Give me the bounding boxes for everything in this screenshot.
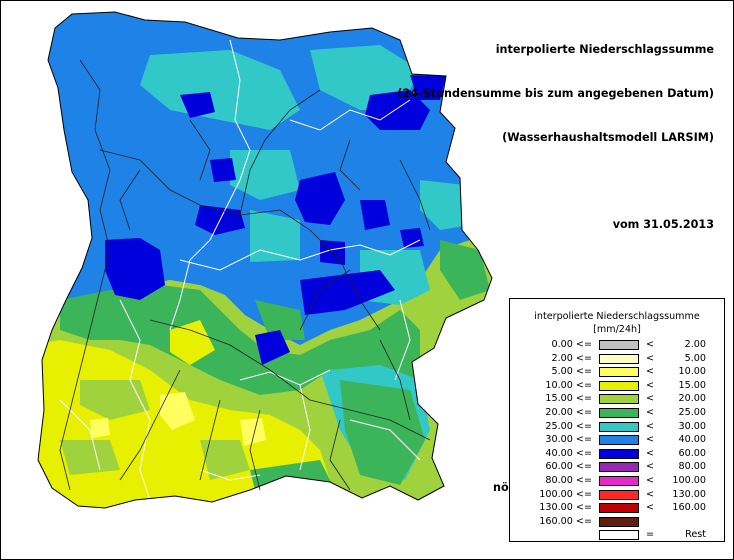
legend-row: 80.00 <= <100.00 — [510, 475, 724, 487]
legend-row: 30.00 <= <40.00 — [510, 434, 724, 446]
legend: interpolierte Niederschlagssumme [mm/24h… — [509, 298, 725, 542]
river-network — [59, 59, 431, 491]
legend-swatch — [599, 340, 639, 350]
legend-operator: = — [646, 529, 655, 541]
legend-operator: < — [646, 461, 655, 473]
legend-lower-bound: 80.00 <= — [545, 475, 592, 486]
legend-operator: < — [646, 352, 655, 364]
legend-upper-bound: Rest — [685, 529, 706, 541]
legend-row: 10.00 <= <15.00 — [510, 380, 724, 392]
legend-row: 40.00 <= <60.00 — [510, 448, 724, 460]
legend-row: 0.00 <= <2.00 — [510, 339, 724, 351]
legend-lower-bound: 160.00 <= — [539, 515, 592, 527]
legend-upper-bound: 160.00 — [672, 502, 706, 514]
legend-operator: < — [646, 488, 655, 500]
legend-operator: < — [646, 447, 655, 459]
legend-lower-bound: 10.00 <= — [545, 379, 592, 391]
legend-swatch — [599, 380, 639, 391]
legend-upper-bound: 5.00 — [684, 352, 706, 364]
legend-upper-bound: 60.00 — [678, 447, 706, 459]
legend-lower-bound: 40.00 <= — [545, 447, 592, 459]
legend-upper-bound: 100.00 — [672, 475, 706, 486]
legend-lower-bound: 2.00 <= — [551, 352, 593, 364]
legend-unit: [mm/24h] — [593, 324, 641, 335]
legend-lower-bound: 15.00 <= — [545, 393, 592, 405]
legend-swatch — [599, 503, 639, 514]
legend-operator: < — [646, 366, 655, 378]
basin-boundaries — [59, 39, 421, 501]
legend-upper-bound: 15.00 — [678, 379, 706, 391]
legend-swatch — [599, 367, 639, 378]
header-title-line-2: (24-Stundensumme bis zum angegebenen Dat… — [397, 86, 714, 100]
legend-swatch — [599, 408, 639, 418]
legend-upper-bound: 80.00 — [678, 461, 706, 473]
legend-upper-bound: 40.00 — [678, 434, 706, 446]
legend-operator: < — [646, 475, 655, 486]
legend-lower-bound: 60.00 <= — [545, 461, 592, 473]
legend-lower-bound: 130.00 <= — [539, 502, 592, 514]
legend-operator: < — [646, 379, 655, 391]
legend-swatch — [599, 476, 639, 486]
legend-upper-bound: 2.00 — [684, 339, 706, 350]
legend-lower-bound: 20.00 <= — [545, 407, 592, 418]
legend-title: interpolierte Niederschlagssumme — [534, 311, 700, 322]
precipitation-field — [38, 12, 492, 508]
legend-swatch — [599, 448, 639, 459]
legend-upper-bound: 130.00 — [672, 488, 706, 500]
legend-lower-bound: 25.00 <= — [545, 420, 592, 432]
legend-swatch — [599, 421, 639, 432]
legend-swatch — [599, 462, 639, 473]
header-title-line-1: interpolierte Niederschlagssumme — [495, 43, 714, 57]
legend-operator: < — [646, 407, 655, 418]
legend-swatch — [599, 530, 639, 541]
legend-row: 20.00 <= <25.00 — [510, 407, 724, 419]
legend-row: 5.00 <= <10.00 — [510, 366, 724, 378]
legend-upper-bound: 10.00 — [678, 366, 706, 378]
legend-upper-bound: 30.00 — [678, 420, 706, 432]
legend-row: = Rest — [510, 529, 724, 541]
legend-lower-bound: 100.00 <= — [539, 488, 592, 500]
header-date: vom 31.05.2013 — [612, 218, 714, 232]
legend-row: 25.00 <= <30.00 — [510, 421, 724, 433]
legend-row: 100.00 <= <130.00 — [510, 489, 724, 501]
legend-swatch — [599, 394, 639, 405]
legend-lower-bound: 0.00 <= — [551, 339, 593, 350]
legend-row: 15.00 <= <20.00 — [510, 393, 724, 405]
header-title-line-3: (Wasserhaushaltsmodell LARSIM) — [502, 130, 714, 144]
legend-upper-bound: 25.00 — [678, 407, 706, 418]
legend-upper-bound: 20.00 — [678, 393, 706, 405]
legend-swatch — [599, 516, 639, 527]
legend-row: 130.00 <= <160.00 — [510, 502, 724, 514]
legend-operator: < — [646, 502, 655, 514]
legend-operator: < — [646, 339, 655, 350]
legend-row: 2.00 <= <5.00 — [510, 353, 724, 365]
legend-lower-bound: 30.00 <= — [545, 434, 592, 446]
legend-swatch — [599, 435, 639, 446]
legend-swatch — [599, 489, 639, 500]
legend-operator: < — [646, 434, 655, 446]
legend-swatch — [599, 353, 639, 364]
legend-row: 160.00 <= — [510, 516, 724, 528]
legend-operator: < — [646, 393, 655, 405]
legend-operator: < — [646, 420, 655, 432]
legend-row: 60.00 <= <80.00 — [510, 461, 724, 473]
legend-lower-bound: 5.00 <= — [551, 366, 593, 378]
